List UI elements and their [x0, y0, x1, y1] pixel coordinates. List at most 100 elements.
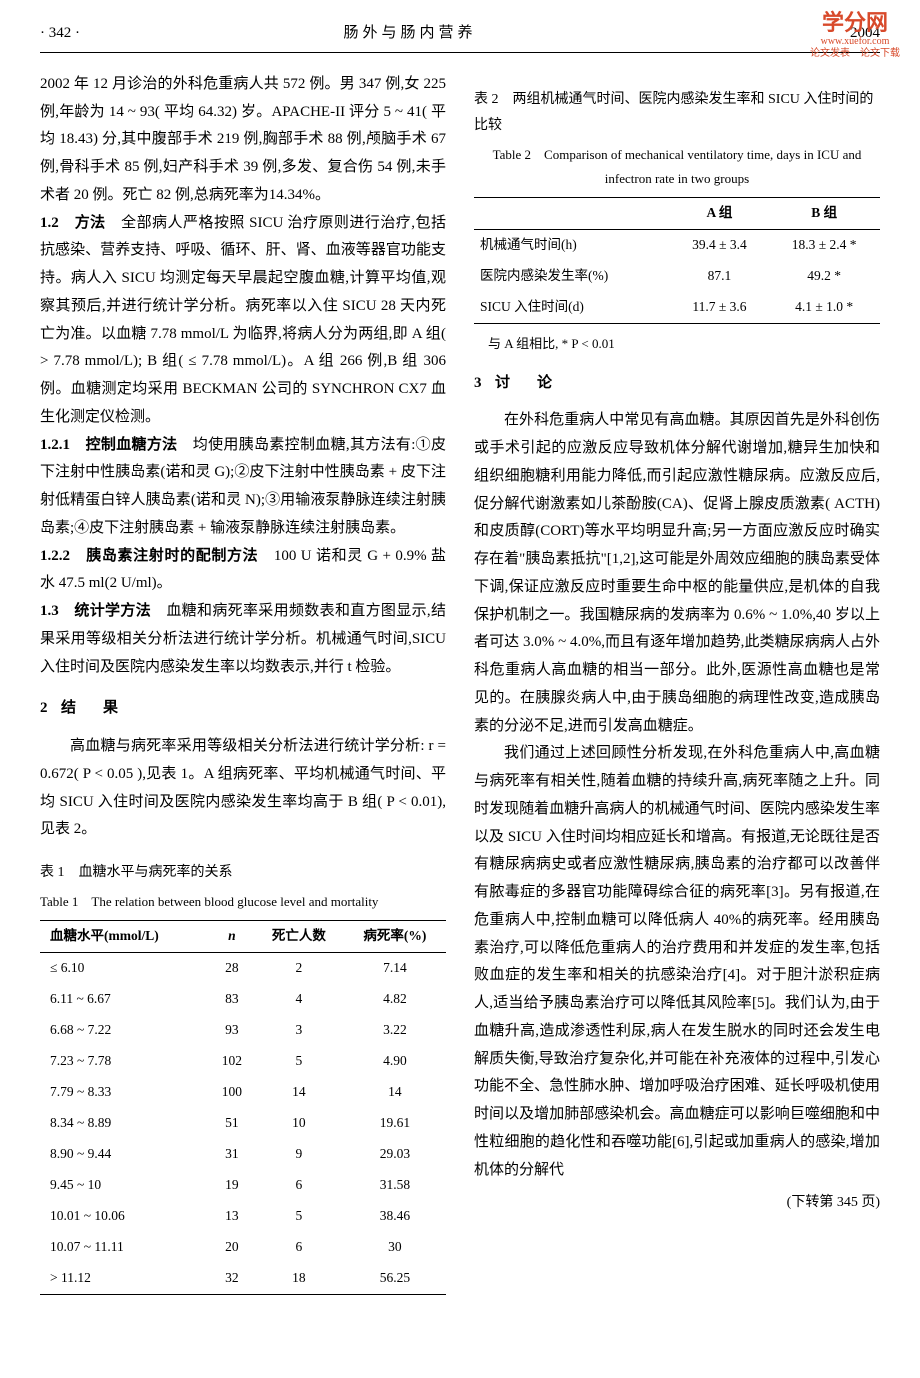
- table2-caption-zh: 表 2 两组机械通气时间、医院内感染发生率和 SICU 入住时间的比较: [474, 87, 880, 139]
- table-row: 8.90 ~ 9.4431929.03: [40, 1139, 446, 1170]
- t1-h1: n: [210, 920, 254, 952]
- table-row: SICU 入住时间(d)11.7 ± 3.64.1 ± 1.0 *: [474, 292, 880, 323]
- table-cell: 6.68 ~ 7.22: [40, 1015, 210, 1046]
- text-1-2: 全部病人严格按照 SICU 治疗原则进行治疗,包括抗感染、营养支持、呼吸、循环、…: [40, 215, 446, 425]
- table-cell: ≤ 6.10: [40, 952, 210, 983]
- para-results: 高血糖与病死率采用等级相关分析法进行统计学分析: r = 0.672( P < …: [40, 733, 446, 844]
- table-cell: 7.14: [344, 952, 446, 983]
- continued-note: (下转第 345 页): [474, 1190, 880, 1216]
- table-row: 9.45 ~ 1019631.58: [40, 1170, 446, 1201]
- journal-title: 肠外与肠内营养: [140, 20, 680, 48]
- table-cell: 83: [210, 984, 254, 1015]
- para-1-2-2: 1.2.2 胰岛素注射时的配制方法 100 U 诺和灵 G + 0.9% 盐水 …: [40, 543, 446, 599]
- table-cell: 100: [210, 1077, 254, 1108]
- table-cell: 10: [254, 1108, 344, 1139]
- section-3-heading: 3 讨 论: [474, 370, 880, 398]
- table-cell: 13: [210, 1201, 254, 1232]
- table-cell: 28: [210, 952, 254, 983]
- table-cell: 19: [210, 1170, 254, 1201]
- table-cell: 87.1: [671, 261, 769, 292]
- left-column: 2002 年 12 月诊治的外科危重病人共 572 例。男 347 例,女 22…: [40, 71, 446, 1303]
- table-cell: 39.4 ± 3.4: [671, 229, 769, 260]
- table1-header-row: 血糖水平(mmol/L) n 死亡人数 病死率(%): [40, 920, 446, 952]
- table-2: A 组 B 组 机械通气时间(h)39.4 ± 3.418.3 ± 2.4 *医…: [474, 197, 880, 324]
- t1-h2: 死亡人数: [254, 920, 344, 952]
- table-cell: 31.58: [344, 1170, 446, 1201]
- section-2-title: 结 果: [61, 700, 124, 716]
- table-row: 机械通气时间(h)39.4 ± 3.418.3 ± 2.4 *: [474, 229, 880, 260]
- table-cell: 18: [254, 1263, 344, 1294]
- watermark-sub: 论文发表 论文下载: [810, 48, 900, 60]
- table-row: 医院内感染发生率(%)87.149.2 *: [474, 261, 880, 292]
- para-intro: 2002 年 12 月诊治的外科危重病人共 572 例。男 347 例,女 22…: [40, 71, 446, 210]
- table-cell: 51: [210, 1108, 254, 1139]
- table-cell: 8.90 ~ 9.44: [40, 1139, 210, 1170]
- watermark-url: www.xuefor.com: [810, 36, 900, 48]
- label-1-2: 1.2 方法: [40, 215, 106, 231]
- t2-h1: A 组: [671, 197, 769, 229]
- table-cell: 49.2 *: [768, 261, 880, 292]
- label-1-3: 1.3 统计学方法: [40, 603, 151, 619]
- table-cell: 6.11 ~ 6.67: [40, 984, 210, 1015]
- watermark: 学分网 www.xuefor.com 论文发表 论文下载: [810, 10, 900, 60]
- table-cell: 10.07 ~ 11.11: [40, 1232, 210, 1263]
- table-row: 7.79 ~ 8.331001414: [40, 1077, 446, 1108]
- t1-h3: 病死率(%): [344, 920, 446, 952]
- table-cell: 5: [254, 1046, 344, 1077]
- table2-caption-en: Table 2 Comparison of mechanical ventila…: [474, 143, 880, 191]
- table-cell: 14: [254, 1077, 344, 1108]
- table-cell: 3: [254, 1015, 344, 1046]
- t2-h2: B 组: [768, 197, 880, 229]
- section-3-num: 3: [474, 375, 488, 391]
- section-3-title: 讨 论: [495, 375, 558, 391]
- table-cell: > 11.12: [40, 1263, 210, 1294]
- two-column-layout: 2002 年 12 月诊治的外科危重病人共 572 例。男 347 例,女 22…: [40, 71, 880, 1303]
- page-header: · 342 · 肠外与肠内营养 2004 学分网 www.xuefor.com …: [40, 20, 880, 53]
- table-cell: SICU 入住时间(d): [474, 292, 671, 323]
- table-cell: 5: [254, 1201, 344, 1232]
- para-1-2: 1.2 方法 全部病人严格按照 SICU 治疗原则进行治疗,包括抗感染、营养支持…: [40, 210, 446, 432]
- table-cell: 14: [344, 1077, 446, 1108]
- table-cell: 7.79 ~ 8.33: [40, 1077, 210, 1108]
- table-cell: 20: [210, 1232, 254, 1263]
- table-cell: 32: [210, 1263, 254, 1294]
- discussion-p1: 在外科危重病人中常见有高血糖。其原因首先是外科创伤或手术引起的应激反应导致机体分…: [474, 407, 880, 740]
- table-cell: 30: [344, 1232, 446, 1263]
- para-1-2-1: 1.2.1 控制血糖方法 均使用胰岛素控制血糖,其方法有:①皮下注射中性胰岛素(…: [40, 432, 446, 543]
- table-cell: 29.03: [344, 1139, 446, 1170]
- table-cell: 6: [254, 1170, 344, 1201]
- table-row: 7.23 ~ 7.7810254.90: [40, 1046, 446, 1077]
- table-cell: 18.3 ± 2.4 *: [768, 229, 880, 260]
- table-cell: 56.25: [344, 1263, 446, 1294]
- table-1: 血糖水平(mmol/L) n 死亡人数 病死率(%) ≤ 6.102827.14…: [40, 920, 446, 1295]
- table-cell: 4.90: [344, 1046, 446, 1077]
- table2-header-row: A 组 B 组: [474, 197, 880, 229]
- section-2-num: 2: [40, 700, 54, 716]
- table-row: ≤ 6.102827.14: [40, 952, 446, 983]
- table-cell: 机械通气时间(h): [474, 229, 671, 260]
- para-1-3: 1.3 统计学方法 血糖和病死率采用频数表和直方图显示,结果采用等级相关分析法进…: [40, 598, 446, 681]
- table-cell: 10.01 ~ 10.06: [40, 1201, 210, 1232]
- table-cell: 38.46: [344, 1201, 446, 1232]
- label-1-2-1: 1.2.1 控制血糖方法: [40, 437, 177, 453]
- table-cell: 11.7 ± 3.6: [671, 292, 769, 323]
- table-row: 8.34 ~ 8.89511019.61: [40, 1108, 446, 1139]
- table2-note: 与 A 组相比, * P < 0.01: [488, 332, 880, 356]
- table-cell: 6: [254, 1232, 344, 1263]
- table-cell: 93: [210, 1015, 254, 1046]
- table-cell: 4: [254, 984, 344, 1015]
- watermark-brand: 学分网: [810, 10, 900, 36]
- table-cell: 102: [210, 1046, 254, 1077]
- table-cell: 7.23 ~ 7.78: [40, 1046, 210, 1077]
- table-cell: 19.61: [344, 1108, 446, 1139]
- table-cell: 8.34 ~ 8.89: [40, 1108, 210, 1139]
- table-cell: 4.82: [344, 984, 446, 1015]
- right-column: 表 2 两组机械通气时间、医院内感染发生率和 SICU 入住时间的比较 Tabl…: [474, 71, 880, 1303]
- year: 2004 学分网 www.xuefor.com 论文发表 论文下载: [680, 20, 880, 48]
- table-row: 6.11 ~ 6.678344.82: [40, 984, 446, 1015]
- t2-h0: [474, 197, 671, 229]
- table-cell: 9.45 ~ 10: [40, 1170, 210, 1201]
- table-row: 6.68 ~ 7.229333.22: [40, 1015, 446, 1046]
- discussion-p2: 我们通过上述回顾性分析发现,在外科危重病人中,高血糖与病死率有相关性,随着血糖的…: [474, 740, 880, 1184]
- table-cell: 医院内感染发生率(%): [474, 261, 671, 292]
